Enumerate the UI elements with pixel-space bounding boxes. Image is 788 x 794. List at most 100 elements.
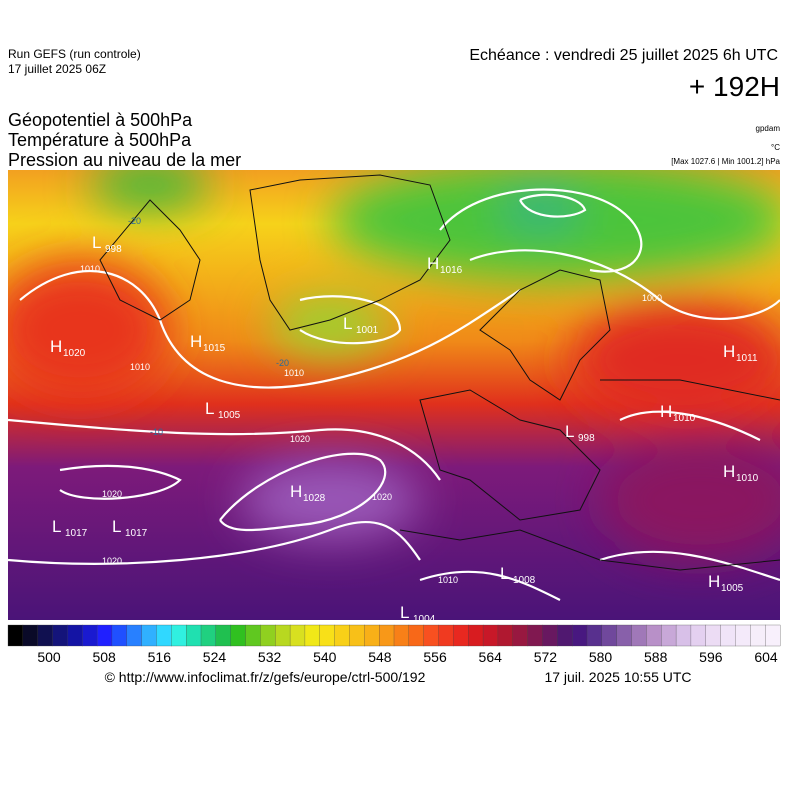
colorbar-swatch: [423, 624, 439, 647]
colorbar-swatch: [215, 624, 232, 647]
colorbar-tick-label: 516: [148, 649, 172, 665]
colorbar-swatch: [661, 624, 677, 647]
colorbar-tick-label: 580: [589, 649, 613, 665]
colorbar-swatch: [438, 624, 454, 647]
colorbar-tick-label: 540: [313, 649, 337, 665]
isobar-label: 1020: [102, 556, 122, 566]
isobar-label: 1010: [284, 368, 304, 378]
colorbar-swatch: [572, 624, 588, 647]
colorbar-swatch: [171, 624, 187, 647]
colorbar-swatch: [616, 624, 632, 647]
center-pressure: 1028: [303, 493, 326, 504]
colorbar-swatch: [631, 624, 647, 647]
colorbar-tick-label: 532: [258, 649, 282, 665]
colorbar-swatch: [750, 624, 766, 647]
center-type: L: [52, 517, 61, 536]
center-type: L: [92, 233, 101, 252]
map: [8, 170, 780, 620]
colorbar-swatch: [7, 624, 24, 647]
colorbar-swatch: [141, 624, 157, 647]
colorbar-swatch: [601, 624, 618, 647]
center-type: L: [112, 517, 121, 536]
center-type: H: [50, 337, 62, 356]
center-type: L: [343, 314, 352, 333]
colorbar-swatch: [408, 624, 425, 647]
colorbar-swatch: [690, 624, 707, 647]
center-pressure: 1005: [218, 410, 241, 421]
colorbar-swatch: [52, 624, 68, 647]
field: Pression au niveau de la mer: [8, 150, 241, 170]
colorbar-swatch: [646, 624, 662, 647]
run: Run GEFS (run controle): [8, 47, 141, 61]
center-pressure: 1017: [125, 528, 148, 539]
colorbar-tick-label: 524: [203, 649, 227, 665]
isobar-label: 1000: [642, 293, 662, 303]
colorbar-swatch: [275, 624, 291, 647]
generated-time: 17 juil. 2025 10:55 UTC: [544, 669, 691, 685]
colorbar-swatch: [349, 624, 365, 647]
field: Géopotentiel à 500hPa: [8, 110, 193, 130]
colorbar-swatch: [379, 624, 395, 647]
colorbar-swatch: [111, 624, 128, 647]
center-pressure: 1004: [413, 614, 436, 625]
colorbar-swatch: [512, 624, 529, 647]
colorbar-swatch: [37, 624, 53, 647]
center-type: L: [400, 603, 409, 622]
center-pressure: 1015: [203, 343, 226, 354]
colorbar-swatch: [230, 624, 246, 647]
colorbar-swatch: [260, 624, 276, 647]
center-pressure: 1010: [673, 413, 696, 424]
colorbar-swatch: [705, 624, 722, 647]
colorbar-tick-label: 500: [37, 649, 61, 665]
colorbar-swatch: [720, 624, 736, 647]
unit: gpdam: [756, 124, 781, 133]
temperature-label: -20: [276, 358, 289, 368]
colorbar-swatch: [497, 624, 514, 647]
center-type: H: [708, 572, 720, 591]
temperature-label: -20: [128, 216, 141, 226]
run-date: 17 juillet 2025 06Z: [8, 62, 106, 76]
colorbar-swatch: [304, 624, 321, 647]
center-pressure: 998: [578, 433, 595, 444]
colorbar-swatch: [186, 624, 202, 647]
center-pressure: 1010: [736, 473, 759, 484]
center-type: L: [500, 564, 509, 583]
unit: [Max 1027.6 | Min 1001.2] hPa: [671, 157, 780, 166]
center-pressure: 1008: [513, 575, 536, 586]
colorbar-swatch: [22, 624, 39, 647]
colorbar-tick-label: 588: [644, 649, 668, 665]
center-type: L: [205, 399, 214, 418]
colorbar-swatch: [319, 624, 336, 647]
isobar-label: 1020: [290, 434, 310, 444]
isobar-label: 1010: [438, 575, 458, 585]
colorbar-swatch: [393, 624, 410, 647]
center-pressure: 1005: [721, 583, 744, 594]
colorbar-tick-label: 548: [368, 649, 392, 665]
field: Température à 500hPa: [8, 130, 192, 150]
center-pressure: 1016: [440, 265, 463, 276]
center-type: H: [660, 402, 672, 421]
isobar-label: 1020: [372, 492, 392, 502]
center-pressure: 998: [105, 244, 122, 255]
colorbar-swatch: [245, 624, 261, 647]
center-pressure: 1011: [736, 353, 758, 364]
colorbar-swatch: [156, 624, 172, 647]
colorbar-tick-label: 556: [423, 649, 447, 665]
source: © http://www.infoclimat.fr/z/gefs/europe…: [105, 669, 426, 685]
colorbar-swatch: [765, 624, 781, 647]
colorbar-swatch: [67, 624, 83, 647]
colorbar-swatch: [735, 624, 751, 647]
colorbar-swatch: [200, 624, 217, 647]
colorbar-swatch: [557, 624, 573, 647]
center-type: H: [723, 342, 735, 361]
isobar-label: 1010: [80, 264, 100, 274]
colorbar-swatch: [542, 624, 558, 647]
colorbar-swatch: [364, 624, 380, 647]
colorbar-swatch: [334, 624, 350, 647]
echeance: Echéance : vendredi 25 juillet 2025 6h U…: [469, 47, 778, 64]
center-pressure: 1017: [65, 528, 88, 539]
isobar-label: 1020: [102, 489, 122, 499]
colorbar-swatch: [82, 624, 98, 647]
center-type: L: [565, 422, 574, 441]
